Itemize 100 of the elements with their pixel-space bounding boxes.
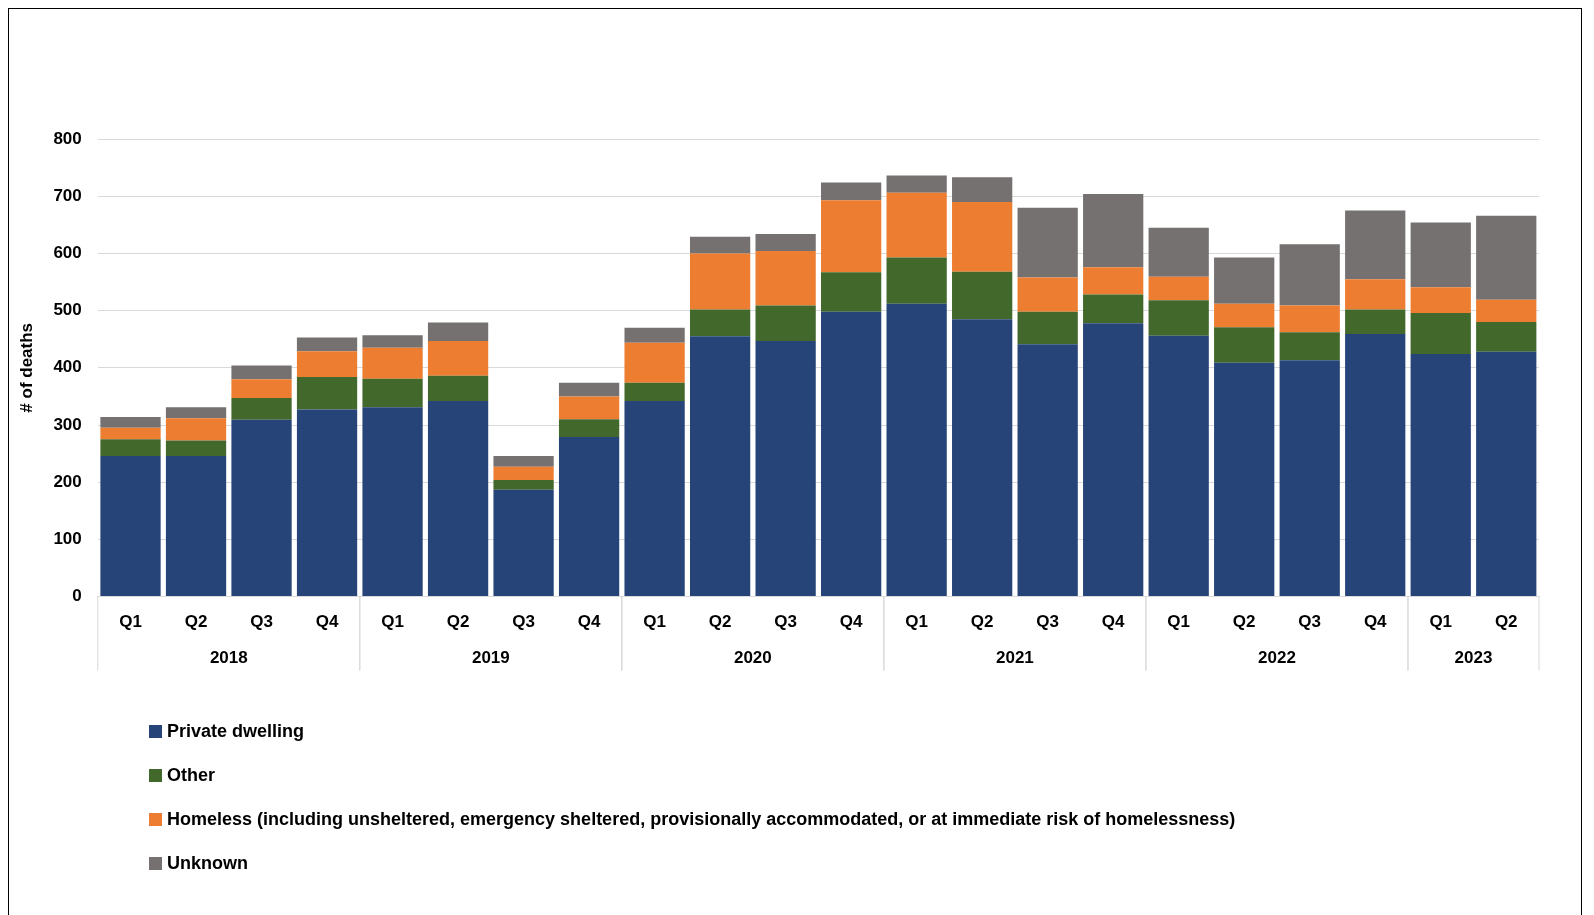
bar <box>1214 362 1275 597</box>
x-tick-label: Q4 <box>577 612 601 632</box>
bar <box>689 336 751 597</box>
bar <box>821 182 882 201</box>
bar <box>165 455 227 597</box>
bar <box>1214 303 1275 328</box>
x-tick-label: Q3 <box>1298 612 1322 632</box>
bar <box>1083 193 1144 268</box>
bar <box>362 378 423 408</box>
x-tick-label: Q4 <box>315 612 339 632</box>
text: 2020 <box>733 648 772 668</box>
bar <box>493 455 554 467</box>
bar <box>1410 312 1471 355</box>
bar <box>1279 305 1340 333</box>
bar <box>231 365 292 380</box>
x-tick-label: Q2 <box>184 612 208 632</box>
bar <box>1214 327 1275 363</box>
bar <box>558 396 620 420</box>
bar <box>493 479 554 490</box>
bar <box>1083 267 1144 295</box>
bar <box>558 437 620 597</box>
bar <box>165 440 227 456</box>
bar <box>296 351 358 377</box>
x-tick-label: Q2 <box>708 612 732 632</box>
x-tick-label: Q2 <box>446 612 470 632</box>
bar <box>624 327 685 343</box>
y-tick-label: 500 <box>53 300 82 320</box>
y-tick-label: 100 <box>53 529 82 549</box>
text: 2019 <box>471 648 510 668</box>
bar <box>755 233 816 252</box>
x-tick-label: Q4 <box>1363 612 1388 632</box>
bar <box>886 175 947 193</box>
bar <box>821 311 882 597</box>
bar <box>1214 257 1275 304</box>
bar <box>1279 332 1340 361</box>
bar <box>689 253 751 310</box>
text: 2022 <box>1258 648 1296 668</box>
bar <box>1476 215 1537 300</box>
bar <box>165 407 227 419</box>
bar <box>493 489 554 597</box>
bar <box>100 455 161 597</box>
bar <box>100 439 161 456</box>
y-tick-label: 700 <box>53 185 82 205</box>
bar <box>689 236 751 254</box>
bar <box>1345 279 1406 310</box>
x-tick-label: Q2 <box>1232 612 1256 632</box>
bar <box>362 347 423 379</box>
x-tick-label: Q1 <box>1429 612 1453 632</box>
bar <box>1345 334 1406 597</box>
bar <box>1279 360 1340 597</box>
bar <box>231 379 292 399</box>
bar <box>1148 276 1209 301</box>
bar <box>165 418 227 441</box>
bar <box>362 335 423 348</box>
bar <box>1410 287 1471 313</box>
bar <box>952 319 1013 597</box>
y-tick-label: 200 <box>53 471 82 491</box>
bar <box>1410 354 1471 597</box>
bar <box>427 400 489 597</box>
x-tick-label: Q1 <box>1167 612 1191 632</box>
x-tick-label: Q4 <box>1101 612 1126 632</box>
bar <box>1148 335 1209 597</box>
y-tick-label: 300 <box>53 414 82 434</box>
bar <box>231 419 292 597</box>
bar <box>1279 244 1340 306</box>
x-tick-label: Q1 <box>381 612 404 632</box>
bar <box>100 427 161 440</box>
bar <box>624 342 685 383</box>
bar <box>952 271 1013 320</box>
bar <box>1017 311 1078 345</box>
x-tick-label: Q3 <box>1036 612 1060 632</box>
bar <box>1017 277 1078 312</box>
bar <box>1017 344 1078 597</box>
x-tick-label: Q3 <box>250 612 273 632</box>
bar <box>821 200 882 273</box>
bar <box>755 305 816 341</box>
bar <box>755 340 816 597</box>
text: 2018 <box>209 648 248 668</box>
y-tick-label: 400 <box>53 357 82 377</box>
x-tick-label: Q1 <box>905 612 928 632</box>
bar <box>821 272 882 312</box>
bar <box>1345 210 1406 280</box>
bar <box>362 407 423 597</box>
legend-label: Private dwelling <box>167 720 305 742</box>
bar <box>624 400 685 597</box>
bar <box>1476 299 1537 323</box>
bar <box>493 466 554 480</box>
bar <box>427 375 489 401</box>
bar <box>1148 227 1209 277</box>
bar <box>624 382 685 401</box>
bar <box>296 337 358 352</box>
legend-label: Homeless (including unsheltered, emergency sheltered, provisionally accommodated, or at immediate risk of homelessness) <box>167 808 1236 830</box>
bar <box>1017 207 1078 278</box>
bar <box>1345 309 1406 335</box>
bar <box>1476 351 1537 597</box>
bar <box>231 398 292 420</box>
text: 2021 <box>996 648 1034 668</box>
x-tick-label: Q2 <box>1494 612 1518 632</box>
bar <box>1410 222 1471 288</box>
y-tick-label: 800 <box>53 128 82 148</box>
